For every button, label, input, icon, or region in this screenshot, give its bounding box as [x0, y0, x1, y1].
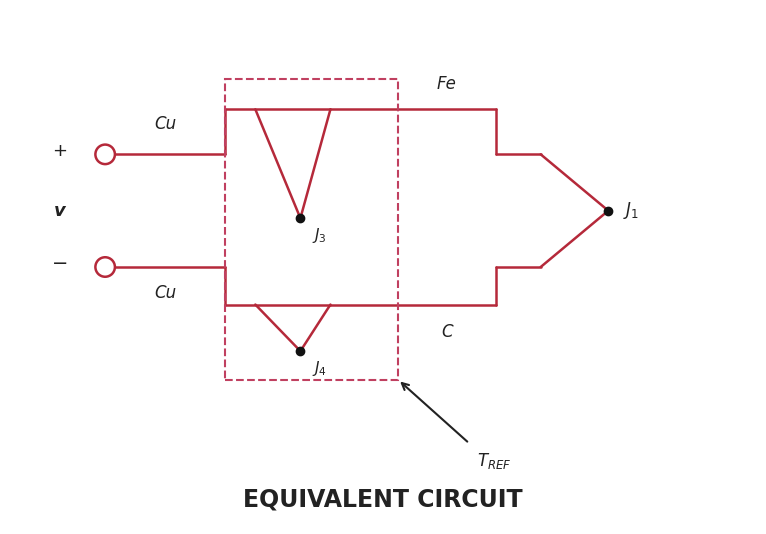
Text: +: +: [53, 142, 67, 160]
Text: v: v: [54, 202, 66, 219]
Text: $J_3$: $J_3$: [312, 226, 326, 245]
Text: C: C: [441, 323, 453, 341]
Text: Cu: Cu: [154, 284, 176, 302]
Bar: [225, 79, 398, 380]
Text: −: −: [52, 254, 68, 273]
Text: EQUIVALENT CIRCUIT: EQUIVALENT CIRCUIT: [243, 487, 523, 511]
Text: $J_4$: $J_4$: [312, 359, 327, 378]
Text: $J_1$: $J_1$: [624, 200, 640, 221]
Text: $T_{REF}$: $T_{REF}$: [477, 451, 511, 471]
Text: Cu: Cu: [154, 115, 176, 134]
Text: Fe: Fe: [437, 75, 457, 93]
